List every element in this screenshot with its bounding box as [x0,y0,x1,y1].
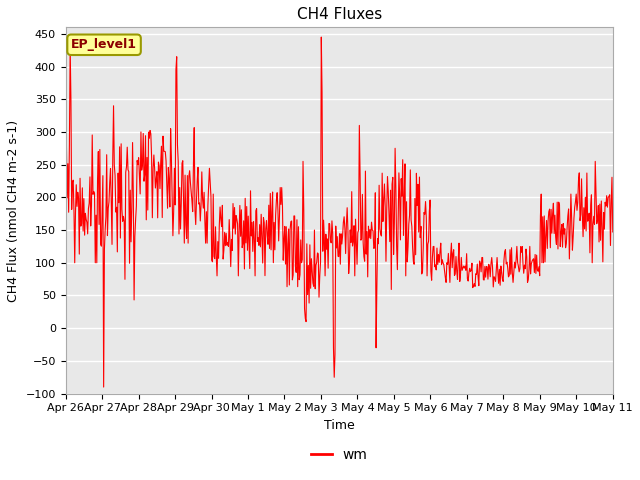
Y-axis label: CH4 Flux (nmol CH4 m-2 s-1): CH4 Flux (nmol CH4 m-2 s-1) [7,120,20,301]
Legend: wm: wm [305,442,373,467]
Title: CH4 Fluxes: CH4 Fluxes [296,7,382,22]
Text: EP_level1: EP_level1 [71,38,137,51]
X-axis label: Time: Time [324,419,355,432]
